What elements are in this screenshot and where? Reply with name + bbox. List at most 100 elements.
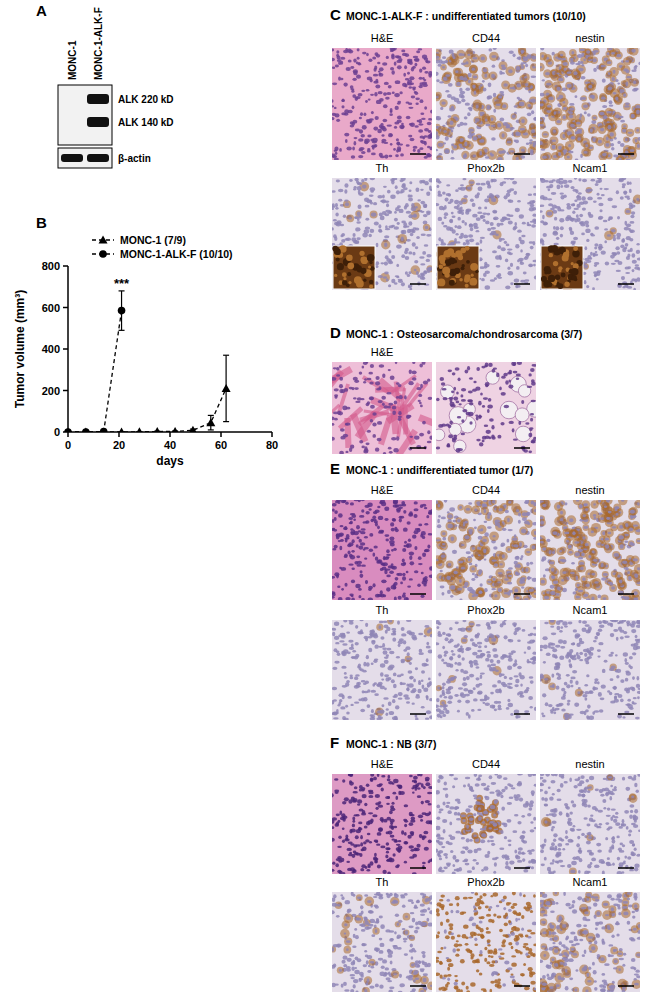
stain <box>499 131 507 139</box>
nucleus <box>448 83 453 87</box>
nucleus <box>417 199 421 201</box>
nucleus <box>490 222 494 226</box>
nucleus <box>585 144 588 147</box>
y-tick <box>63 348 68 350</box>
nucleus <box>423 79 426 81</box>
nucleus <box>441 221 444 224</box>
nucleus <box>418 123 423 125</box>
nucleus <box>358 215 361 218</box>
nucleus <box>359 117 362 120</box>
nucleus <box>455 189 459 192</box>
nucleus <box>365 205 370 208</box>
stain <box>489 195 499 205</box>
nucleus <box>520 249 523 252</box>
nucleus <box>373 126 378 130</box>
nucleus <box>464 116 468 119</box>
stain <box>466 185 473 192</box>
nucleus <box>425 226 429 229</box>
nucleus <box>615 79 618 82</box>
nucleus <box>341 99 345 102</box>
nucleus <box>476 242 480 245</box>
micrograph-texture <box>540 48 640 160</box>
scale-bar <box>514 153 530 155</box>
nucleus <box>560 54 563 56</box>
nucleus <box>456 207 461 210</box>
nucleus <box>396 190 400 194</box>
nucleus <box>378 91 383 94</box>
stain <box>574 119 582 127</box>
stain <box>499 61 508 70</box>
nucleus <box>483 219 486 222</box>
nucleus <box>628 132 633 134</box>
stain <box>544 80 552 88</box>
stain <box>472 135 478 141</box>
stain <box>600 151 608 159</box>
nucleus <box>368 58 372 62</box>
nucleus <box>360 112 363 116</box>
x-tick-label: 0 <box>65 439 71 451</box>
nucleus <box>401 230 405 234</box>
nucleus <box>463 155 467 159</box>
nucleus <box>451 157 455 160</box>
stain <box>623 103 631 111</box>
nucleus <box>439 206 444 210</box>
nucleus <box>410 138 415 142</box>
nucleus <box>354 216 358 219</box>
stain <box>469 180 475 186</box>
nucleus <box>587 113 591 116</box>
nucleus <box>387 124 392 126</box>
nucleus <box>485 118 488 121</box>
nucleus <box>407 60 412 64</box>
stain <box>588 124 598 134</box>
nucleus <box>349 179 353 182</box>
nucleus <box>533 193 536 196</box>
nucleus <box>615 96 618 100</box>
nucleus <box>525 64 528 68</box>
nucleus <box>491 231 497 235</box>
nucleus <box>383 276 387 278</box>
nucleus <box>420 211 424 213</box>
nucleus <box>563 107 567 110</box>
nucleus <box>422 251 426 255</box>
nucleus <box>392 178 397 180</box>
nucleus <box>478 187 483 191</box>
nucleus <box>481 183 486 186</box>
nucleus <box>413 227 417 229</box>
nucleus <box>428 135 432 138</box>
nucleus <box>394 62 397 66</box>
y-tick-label: 600 <box>42 302 60 314</box>
nucleus <box>335 203 338 207</box>
stain <box>592 115 598 121</box>
nucleus <box>461 62 466 65</box>
nucleus <box>385 97 390 100</box>
nucleus <box>447 94 452 98</box>
nucleus <box>368 234 372 237</box>
nucleus <box>503 83 507 86</box>
nucleus <box>459 94 464 99</box>
stain <box>461 151 469 159</box>
nucleus <box>470 199 474 202</box>
nucleus <box>426 259 430 262</box>
nucleus <box>344 183 348 188</box>
nucleus <box>577 54 582 58</box>
point <box>153 427 162 432</box>
nucleus <box>397 101 401 103</box>
nucleus <box>408 221 412 225</box>
point <box>135 427 144 432</box>
nucleus <box>528 193 532 196</box>
nucleus <box>445 74 450 76</box>
nucleus <box>631 49 635 53</box>
nucleus <box>350 66 354 69</box>
nucleus <box>497 277 502 279</box>
nucleus <box>448 201 452 204</box>
nucleus <box>540 124 544 127</box>
panel-label: C <box>330 6 341 23</box>
nucleus <box>529 264 533 266</box>
nucleus <box>576 122 581 125</box>
nucleus <box>483 273 487 277</box>
stain <box>506 139 513 146</box>
nucleus <box>469 181 474 184</box>
nucleus <box>412 252 415 256</box>
inset-cell <box>334 248 341 255</box>
nucleus <box>484 73 487 77</box>
